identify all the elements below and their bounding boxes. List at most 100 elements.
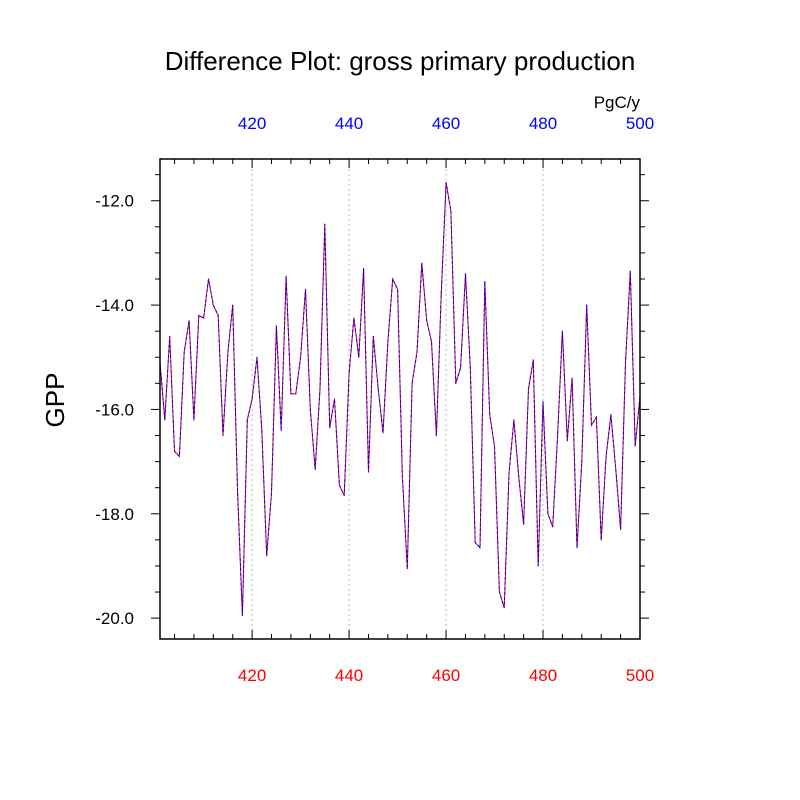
data-point [183, 351, 185, 353]
x-tick-label-bottom: 500 [626, 666, 654, 685]
data-point [401, 476, 404, 478]
data-point [503, 607, 505, 609]
data-point [338, 484, 340, 486]
data-point [474, 541, 476, 544]
x-tick-label-bottom: 420 [238, 666, 266, 685]
data-point [561, 330, 564, 332]
data-point [629, 270, 631, 272]
data-point [484, 281, 486, 283]
data-point [518, 476, 520, 478]
data-point [624, 361, 627, 364]
data-point [586, 304, 588, 306]
data-point [581, 461, 583, 463]
data-point [537, 565, 539, 567]
data-point [411, 382, 413, 384]
data-point [217, 314, 219, 317]
data-point [615, 468, 617, 471]
data-point [188, 320, 190, 322]
data-point [605, 455, 607, 457]
data-point [440, 294, 442, 296]
data-point [164, 419, 166, 421]
data-point [426, 320, 428, 322]
tick-labels: 420 420 440 440 460 460 480 480 500 500 -12.0 -14.0… [95, 114, 654, 685]
data-point [275, 325, 277, 327]
data-point [460, 367, 462, 369]
data-point [314, 468, 316, 471]
data-point [251, 398, 253, 400]
data-point [493, 445, 496, 447]
data-point [270, 492, 273, 494]
data-point [595, 416, 597, 418]
y-tick-label: -18.0 [95, 505, 134, 524]
series-lines [159, 181, 641, 617]
data-point [343, 494, 345, 497]
data-point [358, 356, 360, 358]
data-point [542, 401, 544, 403]
x-tick-label-top: 460 [432, 114, 460, 133]
data-point [295, 393, 297, 395]
data-point [212, 304, 214, 306]
data-point [508, 471, 510, 473]
x-tick-label-bottom: 480 [529, 666, 557, 685]
data-point [430, 341, 433, 343]
data-point [450, 210, 452, 212]
data-point [377, 387, 379, 390]
data-point [396, 288, 399, 291]
data-point [479, 547, 481, 549]
data-point [227, 351, 229, 353]
data-point [241, 614, 244, 617]
data-point [489, 414, 491, 416]
x-tick-label-top: 480 [529, 114, 557, 133]
data-point [566, 440, 568, 442]
y-tick-label: -12.0 [95, 192, 134, 211]
data-point [300, 356, 302, 358]
data-point [285, 275, 287, 277]
data-point [469, 367, 471, 369]
data-point [523, 523, 525, 525]
data-point [600, 539, 602, 541]
data-point [435, 434, 437, 437]
data-point [513, 419, 515, 421]
data-point [532, 359, 534, 361]
data-point [236, 492, 239, 494]
data-point [324, 223, 326, 225]
y-axis-label: GPP [40, 373, 70, 428]
data-point [387, 341, 389, 343]
data-point [406, 567, 408, 570]
data-point [261, 429, 263, 431]
data-point [178, 455, 180, 457]
data-point [547, 513, 549, 515]
data-point [319, 387, 321, 390]
x-tick-label-bottom: 460 [432, 666, 460, 685]
data-point [256, 356, 258, 358]
data-point [207, 278, 210, 280]
chart-title: Difference Plot: gross primary productio… [165, 46, 636, 76]
data-point [392, 278, 394, 280]
x-tick-label-top: 440 [335, 114, 363, 133]
data-point [333, 398, 336, 400]
series-line-blue [159, 182, 641, 616]
data-point [232, 304, 234, 306]
y-tick-label: -20.0 [95, 609, 134, 628]
data-point [590, 424, 593, 426]
data-point [198, 314, 200, 317]
data-point [367, 471, 370, 473]
data-point [222, 434, 224, 437]
data-point [372, 335, 374, 337]
x-tick-label-top: 500 [626, 114, 654, 133]
axis-ticks [151, 159, 649, 639]
series-line-red [159, 182, 641, 616]
x-tick-label-top: 420 [238, 114, 266, 133]
data-point [193, 419, 195, 421]
data-point [455, 382, 457, 384]
data-point [304, 288, 307, 291]
data-point [416, 351, 418, 353]
data-point [576, 547, 578, 549]
x-tick-label-bottom: 440 [335, 666, 363, 685]
data-point [280, 429, 282, 431]
y-tick-label: -14.0 [95, 296, 134, 315]
data-point [266, 554, 268, 557]
data-point [571, 377, 573, 379]
data-point [464, 273, 467, 275]
data-point [527, 387, 530, 390]
